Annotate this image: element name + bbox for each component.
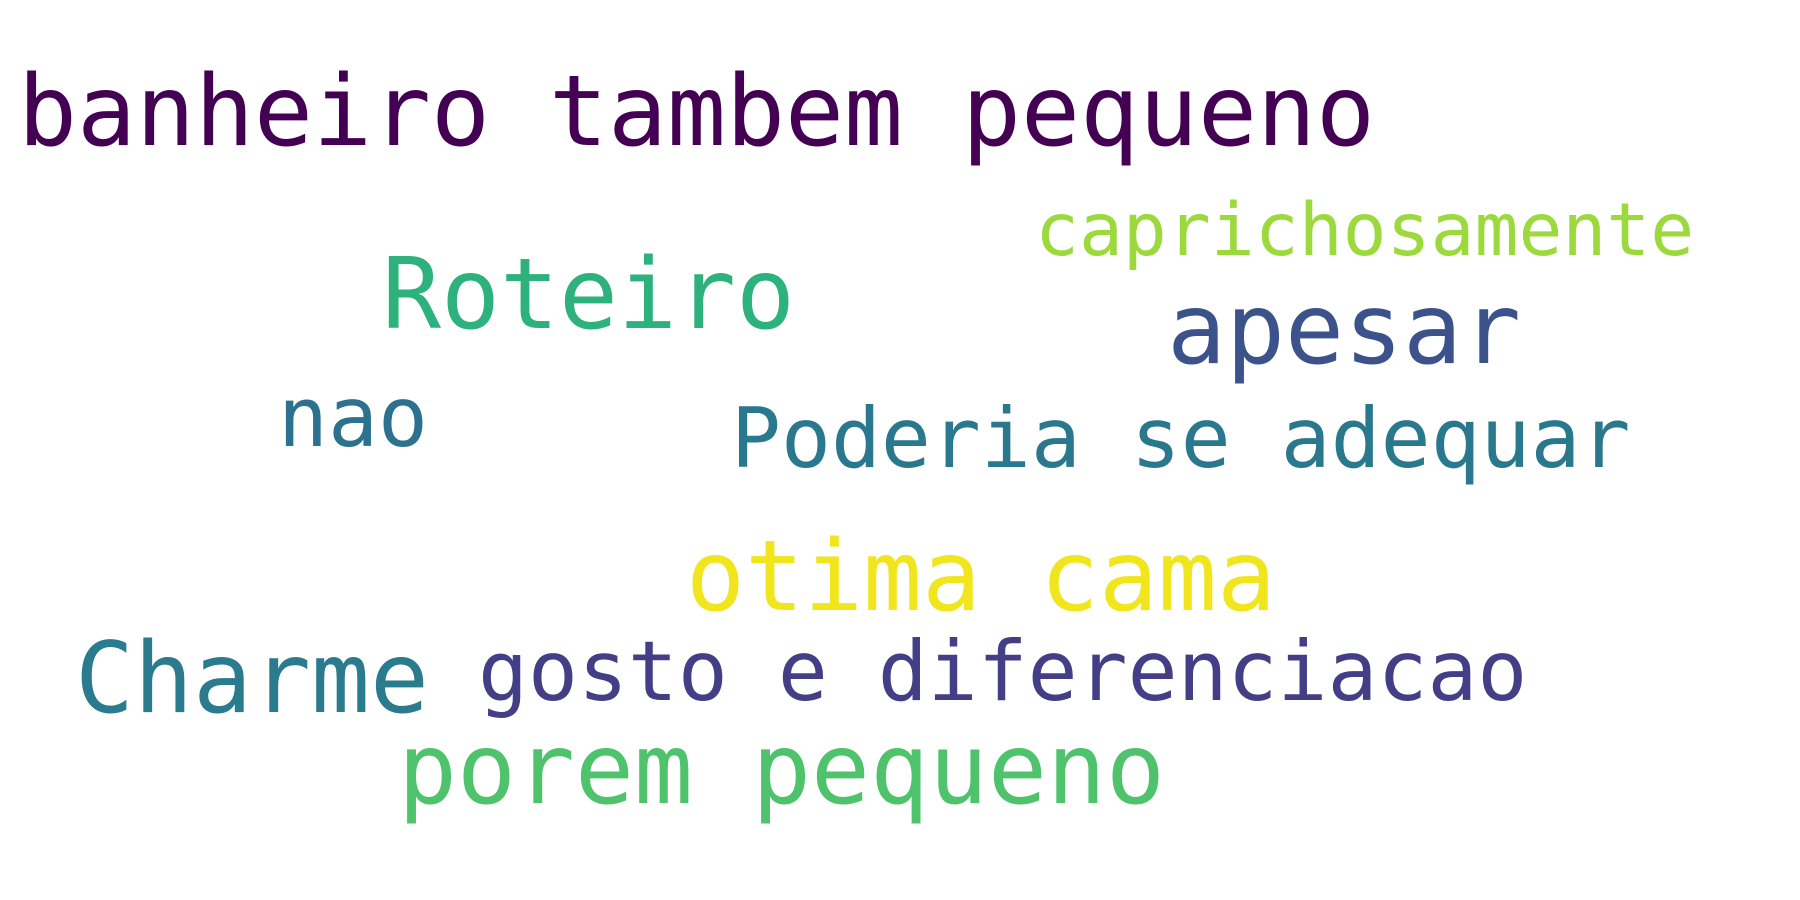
- word-charme: Charme: [75, 622, 430, 736]
- word-poderia-se-adequar: Poderia se adequar: [731, 390, 1631, 487]
- word-roteiro: Roteiro: [382, 238, 796, 352]
- word-banheiro-tambem-pequeno: banheiro tambem pequeno: [18, 55, 1376, 169]
- word-nao: nao: [278, 369, 428, 466]
- word-caprichosamente: caprichosamente: [1035, 188, 1695, 273]
- word-apesar: apesar: [1167, 273, 1522, 387]
- word-gosto-e-diferenciacao: gosto e diferenciacao: [478, 623, 1528, 720]
- word-otima-cama: otima cama: [686, 520, 1277, 634]
- word-porem-pequeno: porem pequeno: [398, 713, 1166, 827]
